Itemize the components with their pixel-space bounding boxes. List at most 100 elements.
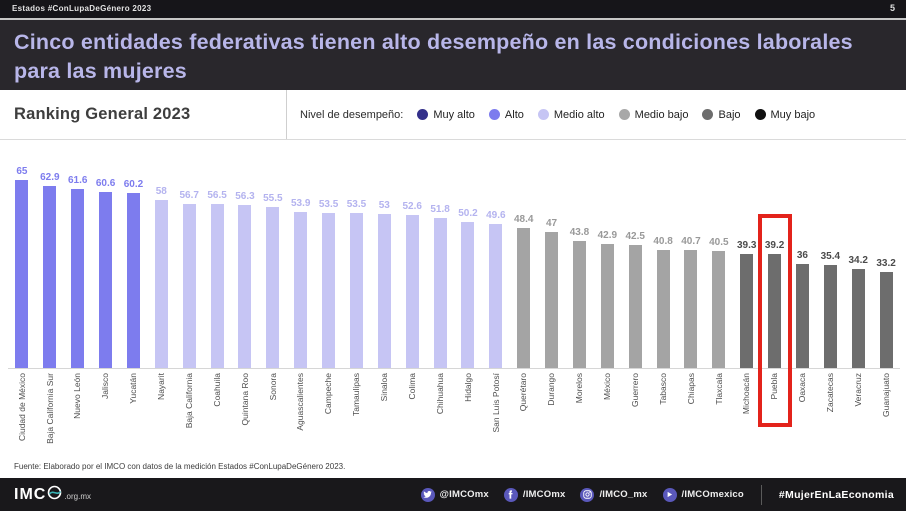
bar-column: 49.6 San Luis Potosí <box>482 148 510 456</box>
ranking-title-wrap: Ranking General 2023 <box>0 90 287 139</box>
bar-value-label: 47 <box>546 217 558 229</box>
bar-column: 47 Durango <box>538 148 566 456</box>
bar-category-label: Tlaxcala <box>713 373 724 405</box>
bar-value-label: 33.2 <box>876 257 896 269</box>
bar <box>433 217 447 368</box>
bar-value-label: 39.3 <box>736 240 757 252</box>
legend-item-label: Muy alto <box>433 108 475 121</box>
bar-value-label: 40.5 <box>709 236 729 248</box>
legend-label: Nivel de desempeño: <box>300 108 404 121</box>
footer-bar: IMC .org.mx @IMCOmx/IMCOmx/IMCO_mx/IMCOm… <box>0 478 906 511</box>
bar-value-label: 34.2 <box>848 254 868 266</box>
document-label: Estados #ConLupaDeGénero 2023 <box>12 3 152 13</box>
bar-value-label: 56.3 <box>235 190 255 202</box>
bar-category-label: Sinaloa <box>379 373 390 402</box>
bar <box>545 231 559 368</box>
bar-column: 34.2 Veracruz <box>844 148 872 456</box>
x-axis-line <box>8 368 900 369</box>
bar <box>405 215 419 368</box>
bar-category-label: Querétaro <box>518 373 529 412</box>
twitter-icon <box>420 487 435 502</box>
bar-column: 56.7 Baja California <box>175 148 203 456</box>
bar-column: 65 Ciudad de México <box>8 148 36 456</box>
bar-value-label: 50.2 <box>458 208 478 220</box>
social-link-youtube[interactable]: /IMCOmexico <box>662 487 744 502</box>
meta-bar: Estados #ConLupaDeGénero 2023 5 <box>0 0 906 20</box>
social-link-facebook[interactable]: /IMCOmx <box>503 487 566 502</box>
legend-item-muy-alto: Muy alto <box>417 109 475 121</box>
bar-category-label: Chihuahua <box>434 373 445 415</box>
bar-category-label: Baja California Sur <box>44 373 55 444</box>
bar-category-label: Veracruz <box>852 373 863 407</box>
bar <box>210 204 224 368</box>
bar-value-label: 58 <box>155 185 167 197</box>
bar-column: 60.2 Yucatán <box>120 148 148 456</box>
bar-category-label: Hidalgo <box>462 373 473 402</box>
bar-column: 40.5 Tlaxcala <box>705 148 733 456</box>
bar-column: 58 Nayarit <box>147 148 175 456</box>
bar-value-label: 53.5 <box>318 198 339 210</box>
bar-value-label: 40.8 <box>653 235 673 247</box>
bar-column: 42.5 Guerrero <box>621 148 649 456</box>
bar-column: 39.3 Michoacán <box>733 148 761 456</box>
bar-value-label: 48.4 <box>513 213 534 225</box>
bar <box>600 243 614 368</box>
bar-value-label: 65 <box>16 165 28 177</box>
bar-category-label: Yucatán <box>128 373 139 404</box>
bar <box>768 254 782 368</box>
bar <box>71 189 85 368</box>
chart-section: 65 Ciudad de México 62.9 Baja California Su… <box>0 140 906 456</box>
bar-value-label: 60.2 <box>123 179 144 191</box>
bar <box>517 227 531 368</box>
legend-item-muy-bajo: Muy bajo <box>754 108 816 121</box>
bar-value-label: 49.6 <box>486 210 506 222</box>
instagram-icon <box>580 487 595 502</box>
social-handle: /IMCOmx <box>522 489 566 500</box>
bar-category-label: Durango <box>546 373 557 406</box>
social-link-instagram[interactable]: /IMCO_mx <box>580 487 648 502</box>
bar-category-label: Chiapas <box>685 373 696 405</box>
bar-category-label: Colima <box>406 373 417 400</box>
social-handle: /IMCO_mx <box>599 489 648 500</box>
bar-value-label: 60.6 <box>95 178 116 190</box>
legend-item-label: Bajo <box>718 108 741 121</box>
bar <box>823 265 837 368</box>
bar-value-label: 52.6 <box>402 201 422 213</box>
bar-value-label: 62.9 <box>40 171 60 183</box>
bar-column: 52.6 Colima <box>398 148 426 456</box>
bar-category-label: Oaxaca <box>797 373 808 403</box>
bar-value-label: 55.5 <box>263 193 283 205</box>
bar-category-label: Guerrero <box>629 373 640 408</box>
bar-value-label: 40.7 <box>681 235 701 247</box>
legend-item-label: Medio bajo <box>634 108 689 121</box>
bar-value-label: 56.5 <box>207 190 227 202</box>
legend-dot-icon <box>488 109 500 120</box>
bar <box>851 268 865 368</box>
bar-value-label: 53.9 <box>290 197 311 209</box>
footer-divider <box>760 484 762 505</box>
bar-value-label: 36 <box>796 249 808 261</box>
bar <box>126 193 140 368</box>
bar-category-label: Ciudad de México <box>16 373 27 442</box>
bar-column: 40.7 Chiapas <box>677 148 705 456</box>
bar-value-label: 42.5 <box>625 230 645 242</box>
legend-item-label: Medio alto <box>553 108 605 121</box>
bar-value-label: 39.2 <box>764 240 785 252</box>
bar-column: 62.9 Baja California Sur <box>36 148 64 456</box>
bar <box>322 212 336 368</box>
bar-column: 55.5 Sonora <box>259 148 287 456</box>
bar <box>879 271 893 368</box>
legend-item-medio-bajo: Medio bajo <box>618 108 689 121</box>
logo-suffix: .org.mx <box>64 491 91 501</box>
bar <box>489 224 503 368</box>
bar <box>572 240 586 368</box>
social-link-twitter[interactable]: @IMCOmx <box>420 487 489 502</box>
bar-value-label: 53.5 <box>346 198 367 210</box>
bar <box>684 249 698 368</box>
legend-item-label: Muy bajo <box>770 108 816 121</box>
imco-logo: IMC .org.mx <box>14 485 91 505</box>
bar <box>740 254 754 368</box>
bar <box>349 212 363 368</box>
bar <box>656 249 670 368</box>
